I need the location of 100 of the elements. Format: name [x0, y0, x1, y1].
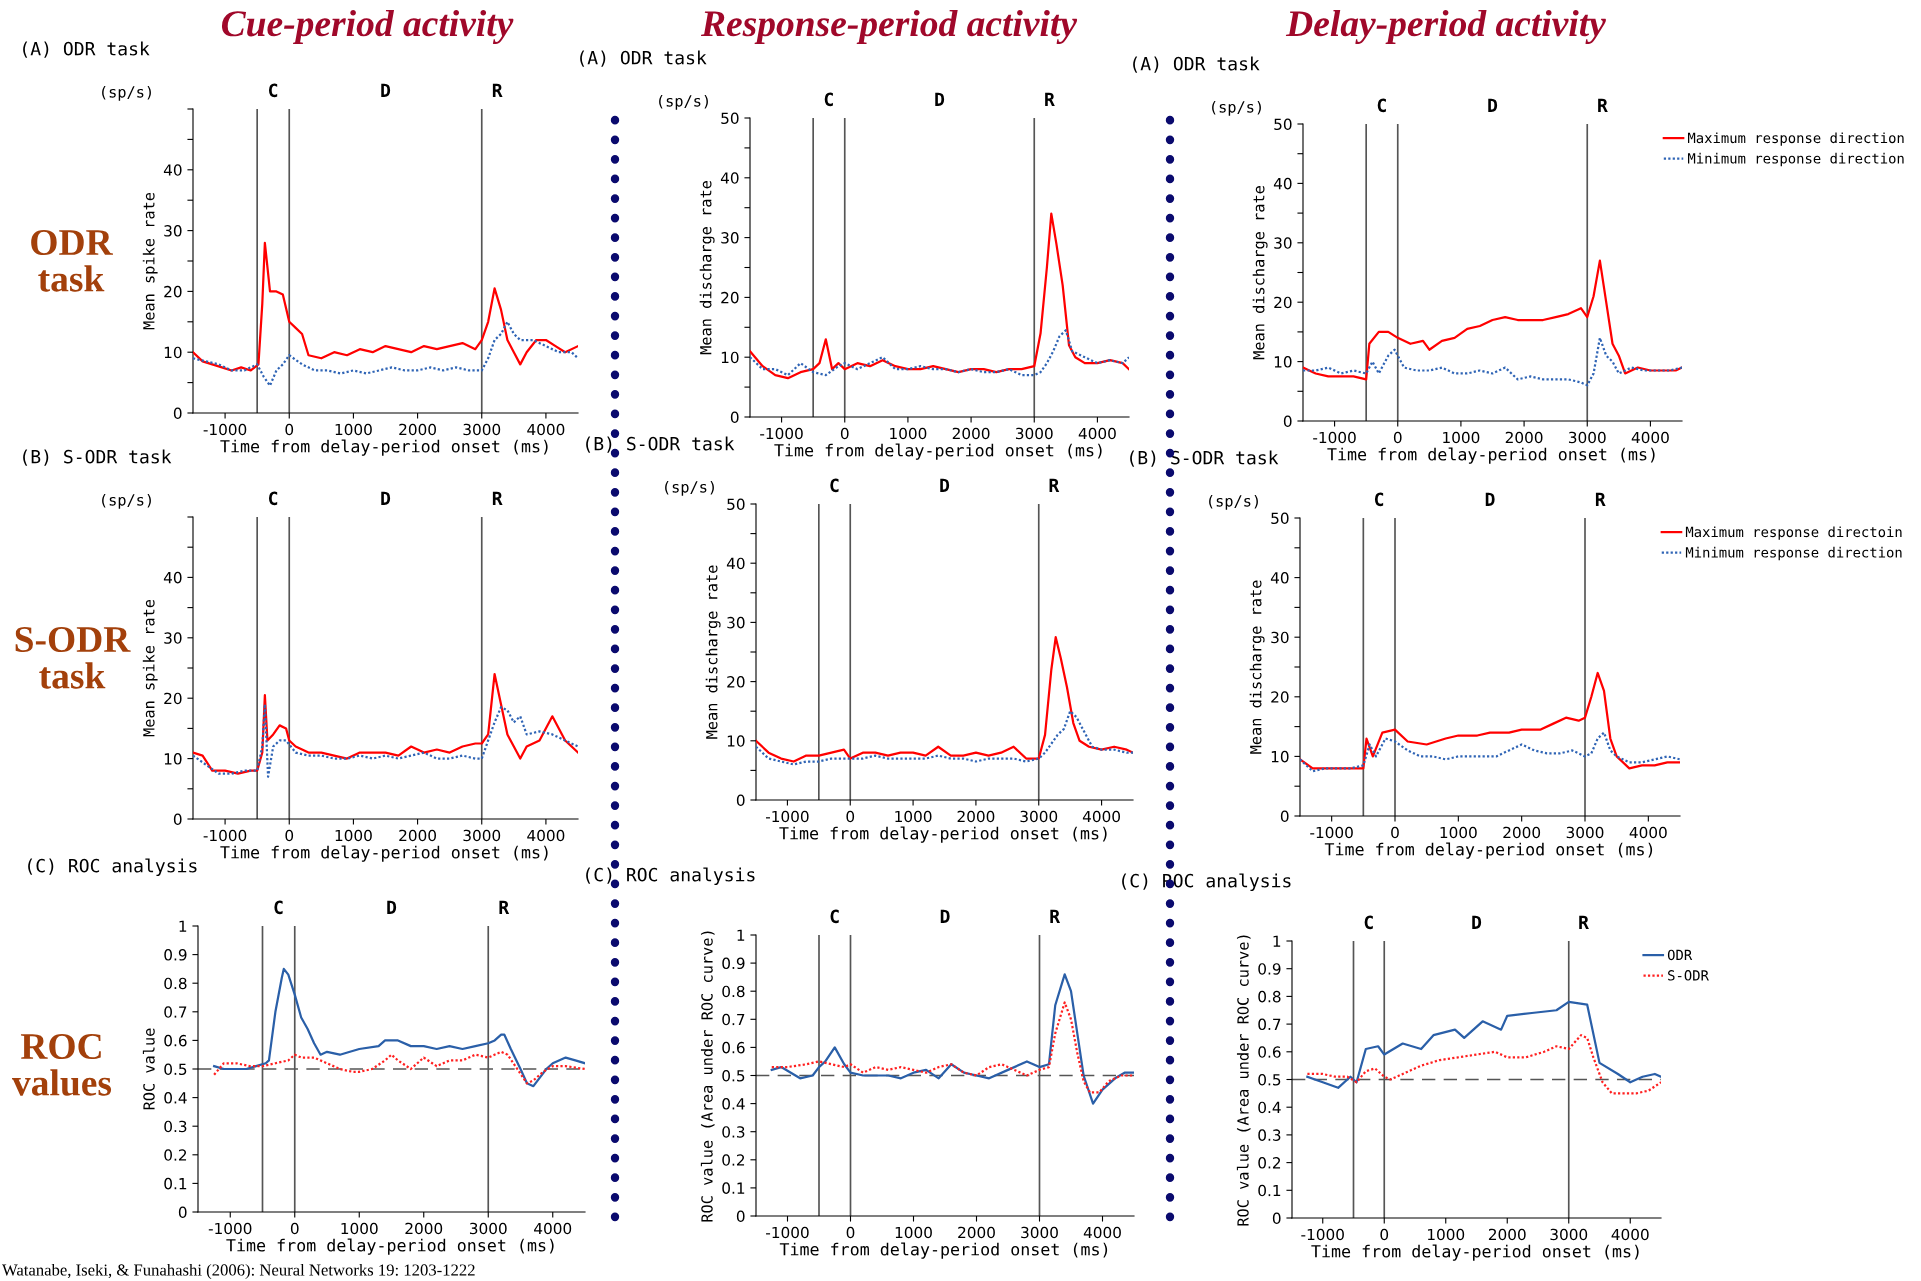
x-tick-label: 0	[290, 1222, 299, 1235]
chart-title: (B) S-ODR task	[586, 436, 735, 453]
text: (sp/s)	[659, 94, 708, 110]
legend-label: S-ODR	[1668, 970, 1709, 981]
y-tick-label: 40	[720, 172, 739, 184]
y-tick-label: 0.3	[1258, 1129, 1281, 1141]
text: R	[1579, 915, 1589, 929]
x-tick-label: 0	[846, 1226, 855, 1239]
y-tick-label: 0	[173, 407, 182, 420]
text: R	[499, 900, 510, 914]
y-tick-label: 20	[164, 285, 182, 298]
text: Watanabe, Iseki, & Funahashi (2006): Neural Networks 19: 1203-1222	[2, 1263, 475, 1279]
x-axis-title: Time from delay-period onset (ms)	[774, 443, 1102, 460]
y-tick-label: 0.2	[164, 1149, 187, 1161]
y-tick-label: 0	[736, 1210, 745, 1223]
y-tick-label: 40	[1270, 572, 1289, 584]
x-axis-title: Time from delay-period onset (ms)	[779, 826, 1107, 843]
y-axis-title: Mean discharge rate	[699, 181, 715, 355]
text: R	[492, 491, 503, 505]
y-tick-label: 30	[721, 232, 739, 244]
y-axis-title: Mean spike rate	[142, 192, 158, 330]
text: R	[1045, 92, 1055, 106]
y-tick-label: 0	[730, 411, 739, 424]
x-tick-label: 0	[846, 810, 855, 823]
text: (sp/s)	[102, 85, 151, 101]
text: R	[1598, 98, 1608, 112]
x-tick-label: 4000	[1611, 1228, 1649, 1241]
text: R	[1595, 492, 1606, 506]
y-tick-label: 10	[727, 735, 745, 747]
y-tick-label: 0.8	[1258, 990, 1281, 1003]
x-tick-label: 2000	[399, 829, 437, 842]
x-tick-label: 4000	[534, 1222, 572, 1235]
y-axis-title: Mean discharge rate	[1249, 580, 1265, 754]
x-tick-label: -1000	[766, 1226, 809, 1239]
line-series	[213, 1050, 585, 1085]
text: C	[830, 909, 839, 924]
y-tick-label: 10	[164, 753, 182, 765]
x-tick-label: 3000	[1020, 810, 1058, 823]
x-tick-label: 1000	[890, 427, 927, 440]
x-tick-label: 1000	[895, 810, 932, 823]
x-tick-label: 2000	[952, 427, 990, 440]
x-axis-title: Time from delay-period onset (ms)	[226, 1238, 554, 1255]
chart-title: (A) ODR task	[1133, 56, 1260, 73]
legend-label: ODR	[1667, 949, 1693, 961]
x-tick-label: 2000	[958, 1226, 995, 1239]
y-tick-label: 0.6	[1258, 1046, 1281, 1058]
y-tick-label: 50	[1271, 512, 1289, 525]
x-tick-label: 3000	[1021, 1226, 1058, 1239]
y-axis-title: Mean spike rate	[142, 599, 158, 737]
x-tick-label: 1000	[1440, 826, 1477, 839]
x-tick-label: -1000	[760, 427, 803, 440]
x-tick-label: 4000	[1631, 431, 1669, 444]
text: D	[1472, 915, 1482, 929]
chart-title: (B) S-ODR task	[23, 449, 172, 466]
x-tick-label: 3000	[469, 1222, 507, 1235]
y-tick-label: 30	[727, 616, 745, 629]
x-tick-label: -1000	[203, 829, 247, 842]
x-tick-label: 3000	[1550, 1228, 1588, 1241]
y-tick-label: 0.1	[1258, 1184, 1281, 1197]
line-series	[1303, 336, 1682, 387]
x-tick-label: -1000	[1310, 826, 1353, 839]
y-tick-label: 0.2	[722, 1154, 745, 1166]
y-tick-label: 0.9	[1258, 963, 1281, 975]
y-tick-label: 0.7	[722, 1013, 745, 1026]
x-tick-label: 1000	[335, 423, 372, 436]
y-tick-label: 40	[1273, 177, 1292, 190]
x-tick-label: 0	[840, 427, 849, 440]
line-series	[770, 973, 1134, 1105]
legend-label: Maximum response direction	[1688, 132, 1904, 146]
text: C	[1377, 98, 1386, 113]
y-tick-label: 40	[163, 164, 182, 176]
y-tick-label: 10	[1274, 356, 1292, 368]
line-series	[1300, 731, 1680, 773]
x-axis-title: Time from delay-period onset (ms)	[1327, 447, 1655, 464]
y-tick-label: 0.1	[164, 1177, 187, 1190]
legend-label: Maximum response directoin	[1685, 526, 1902, 540]
chart-title: (C) ROC analysis	[28, 858, 197, 876]
text: ROC values	[11, 1033, 112, 1096]
y-tick-label: 1	[1273, 935, 1281, 947]
y-tick-label: 40	[726, 557, 745, 570]
line-series	[193, 703, 578, 778]
x-tick-label: 1000	[335, 829, 372, 842]
x-tick-label: 4000	[1083, 1226, 1121, 1239]
y-tick-label: 0.4	[164, 1092, 187, 1104]
y-tick-label: 1	[737, 929, 745, 941]
text: D	[1485, 492, 1495, 506]
y-tick-label: 10	[164, 346, 182, 359]
y-tick-label: 30	[1274, 237, 1292, 249]
x-tick-label: -1000	[203, 423, 247, 436]
y-axis-title: ROC value	[142, 1028, 155, 1110]
text: R	[1049, 478, 1060, 492]
y-tick-label: 20	[1274, 296, 1292, 309]
y-tick-label: 50	[727, 498, 745, 511]
x-tick-label: 2000	[1488, 1228, 1526, 1241]
x-tick-label: -1000	[208, 1222, 252, 1235]
y-tick-label: 0.6	[164, 1034, 187, 1047]
y-tick-label: 50	[721, 112, 739, 125]
text: D	[940, 909, 950, 923]
x-tick-label: 1000	[1427, 1228, 1465, 1241]
text: C	[274, 900, 283, 915]
